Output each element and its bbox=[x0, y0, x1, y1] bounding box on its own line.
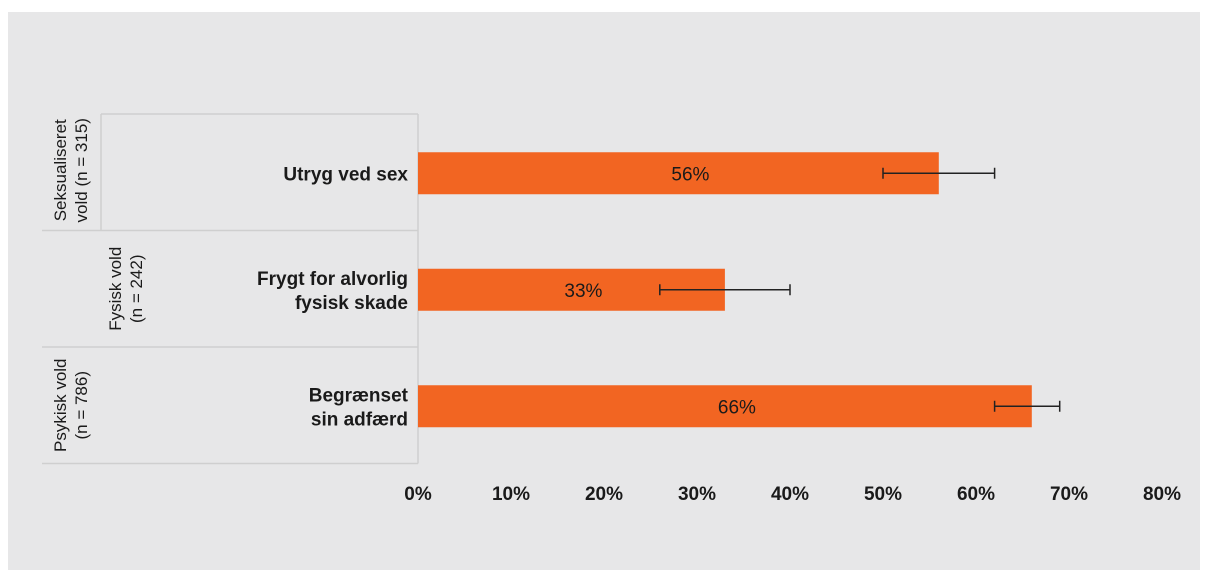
category-label: Utryg ved sex bbox=[283, 164, 408, 185]
category-label: Frygt for alvorlig bbox=[257, 269, 408, 290]
category-label: Begrænset bbox=[309, 385, 409, 406]
group-label: Seksualiseret bbox=[51, 119, 70, 221]
x-tick-label: 30% bbox=[678, 484, 716, 505]
x-tick-label: 50% bbox=[864, 484, 902, 505]
x-tick-label: 10% bbox=[492, 484, 530, 505]
x-tick-label: 0% bbox=[404, 484, 432, 505]
group-label: Psykisk vold bbox=[51, 358, 70, 452]
bar-value-label: 33% bbox=[564, 281, 602, 302]
x-tick-label: 20% bbox=[585, 484, 623, 505]
x-tick-label: 60% bbox=[957, 484, 995, 505]
x-tick-label: 70% bbox=[1050, 484, 1088, 505]
group-label: (n = 786) bbox=[72, 371, 91, 440]
bar bbox=[418, 385, 1032, 428]
x-tick-label: 40% bbox=[771, 484, 809, 505]
bar-value-label: 66% bbox=[718, 397, 756, 418]
group-label: vold (n = 315) bbox=[72, 118, 91, 222]
bar bbox=[418, 152, 939, 195]
x-tick-label: 80% bbox=[1143, 484, 1181, 505]
bar-value-label: 56% bbox=[671, 164, 709, 185]
category-label: fysisk skade bbox=[295, 293, 408, 314]
group-label: (n = 242) bbox=[127, 254, 146, 323]
group-label: Fysisk vold bbox=[106, 247, 125, 331]
category-label: sin adfærd bbox=[311, 409, 408, 430]
